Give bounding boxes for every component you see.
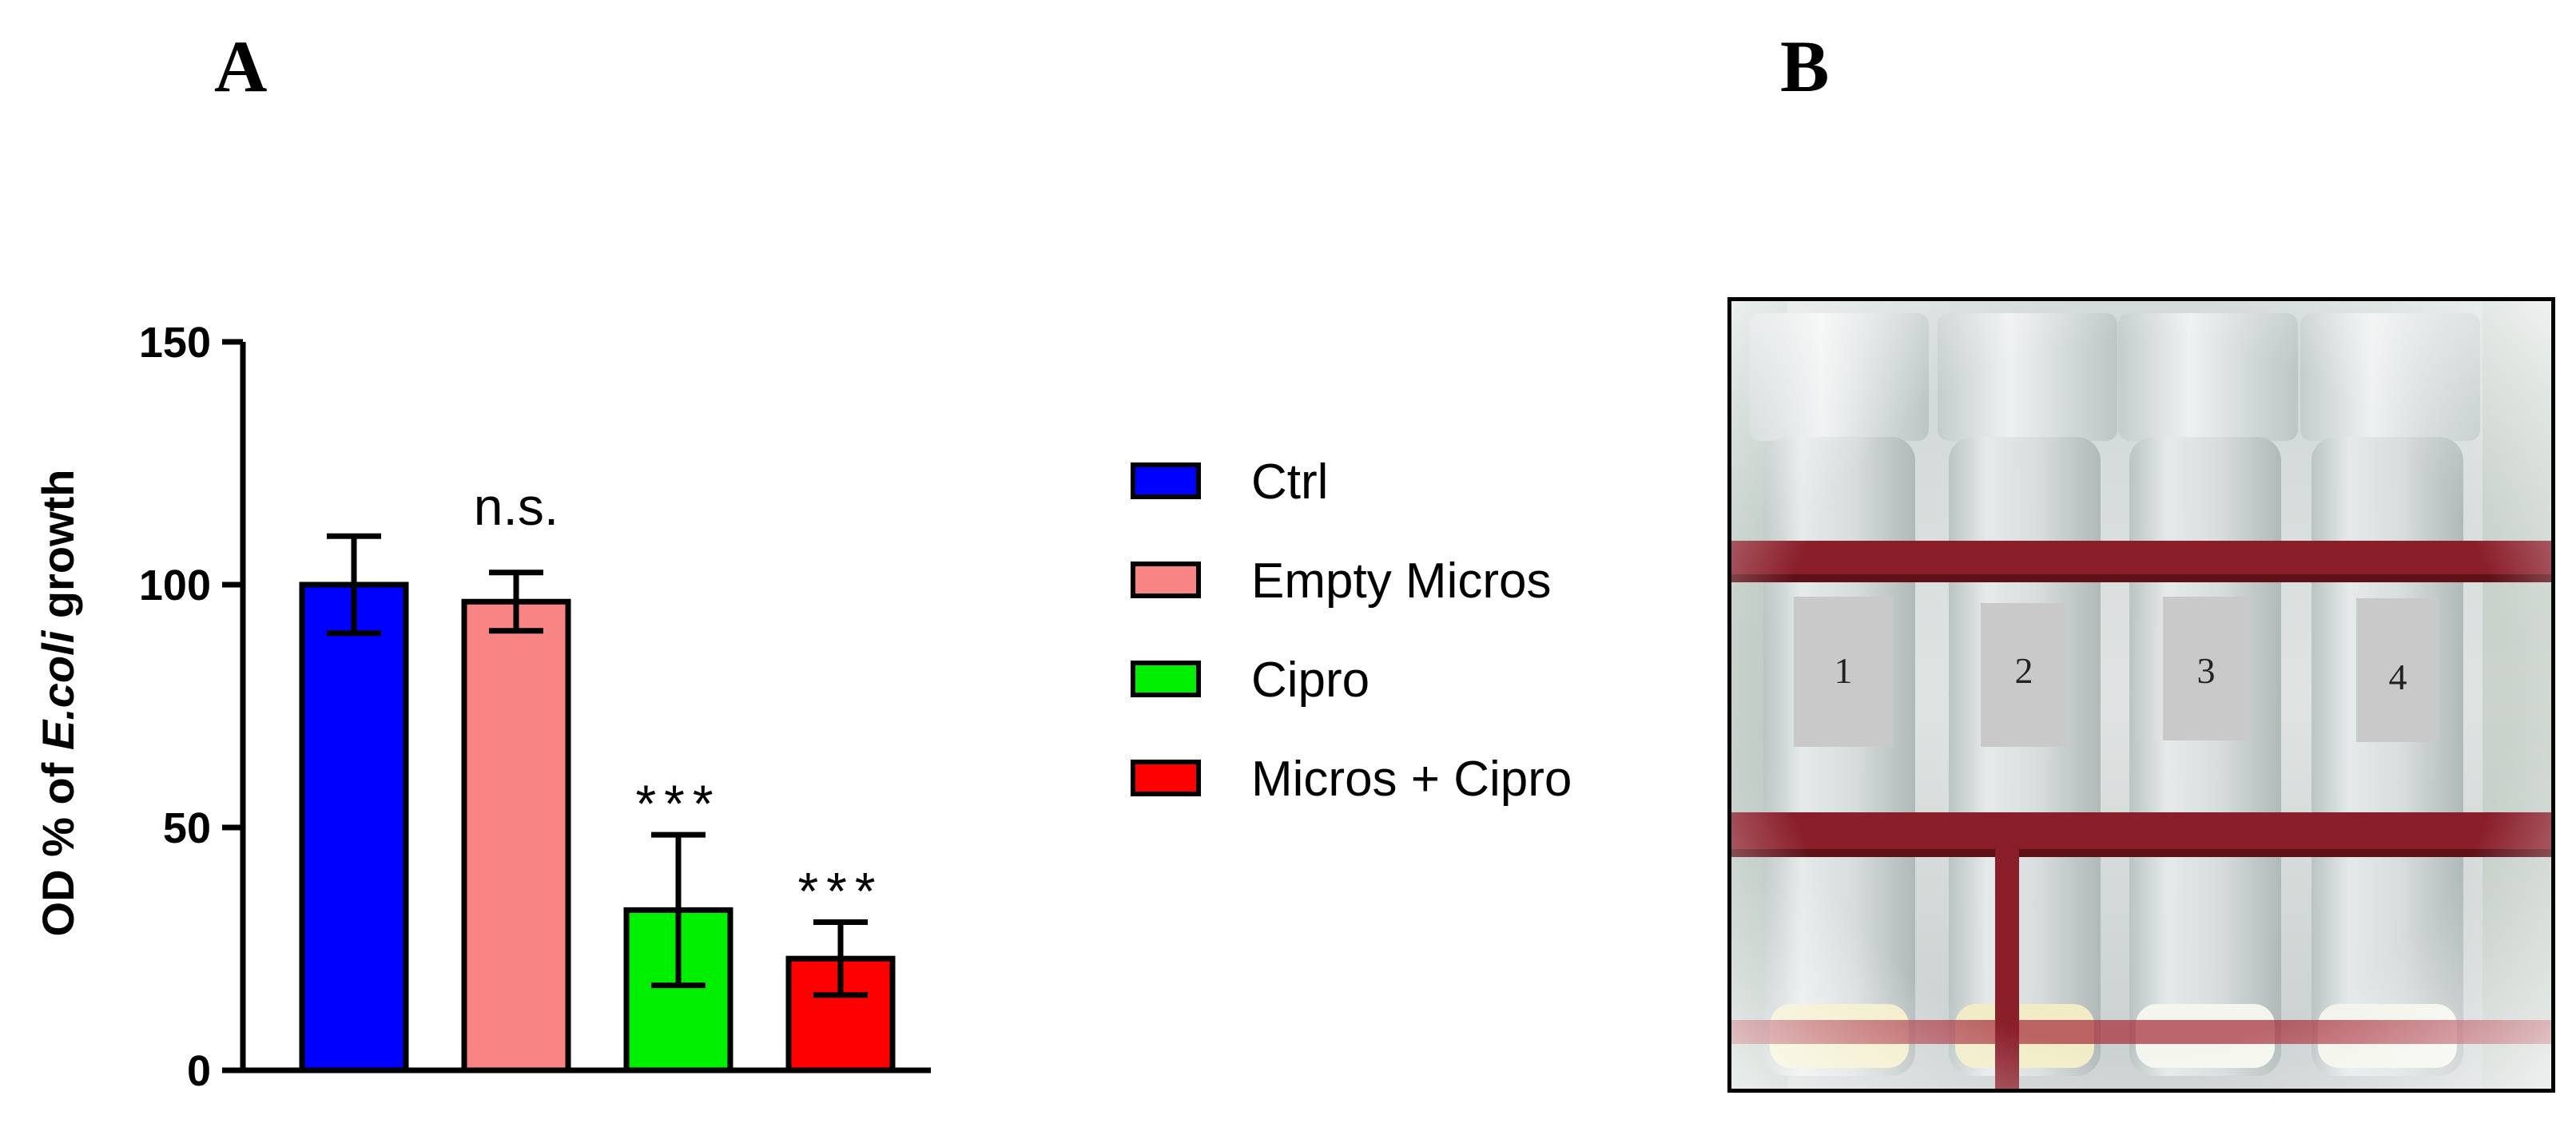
test-tube-illustration: 1 2 3 4 — [1731, 301, 2551, 1089]
significance-label-4: *** — [797, 862, 883, 921]
significance-annotations: n.s. *** *** — [474, 477, 883, 921]
y-tick-label: 100 — [139, 562, 211, 609]
significance-label-3: *** — [635, 774, 721, 833]
y-axis-label: OD % of E.coli growth — [33, 470, 83, 937]
legend-label-3: Cipro — [1251, 653, 1369, 708]
error-bars — [327, 533, 868, 998]
y-tick-label: 150 — [139, 319, 211, 367]
legend-swatch-2 — [1131, 562, 1201, 598]
bar-chart: 0 50 100 150 n.s. *** *** OD % of E.coli grow… — [33, 319, 1572, 1095]
legend-label-1: Ctrl — [1251, 454, 1328, 510]
panel-b-label: B — [1780, 26, 1830, 107]
legend-label-2: Empty Micros — [1251, 554, 1551, 609]
y-axis: 0 50 100 150 — [139, 319, 246, 1095]
panel-a-label: A — [214, 26, 268, 107]
legend-swatch-3 — [1131, 661, 1201, 697]
legend-label-4: Micros + Cipro — [1251, 752, 1572, 807]
y-axis-label-part: OD % of — [33, 750, 83, 936]
y-tick-label: 50 — [163, 804, 211, 852]
significance-label-2: n.s. — [474, 477, 559, 536]
bar-2 — [461, 598, 571, 1074]
legend-swatch-1 — [1131, 462, 1201, 499]
legend: Ctrl Empty Micros Cipro Micros + Cipro — [1131, 454, 1572, 807]
y-axis-label-species: E.coli — [33, 629, 83, 750]
y-axis-label-part: growth — [33, 470, 83, 631]
y-tick-label: 0 — [187, 1047, 211, 1095]
bars — [299, 581, 896, 1074]
legend-swatch-4 — [1131, 760, 1201, 796]
test-tube-photo: 1 2 3 4 — [1727, 297, 2555, 1093]
bar-1 — [299, 581, 409, 1074]
